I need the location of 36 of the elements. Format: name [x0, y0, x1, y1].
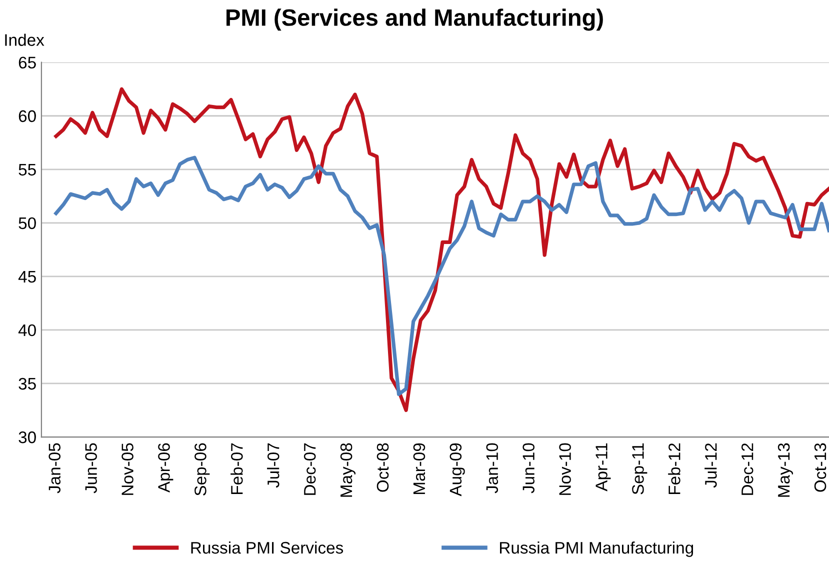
x-tick-label: Nov-05: [122, 443, 134, 495]
x-tick-label: Oct-13: [814, 443, 826, 492]
x-tick-label: Dec-07: [304, 443, 316, 495]
x-tick-label: Jul-07: [267, 443, 280, 488]
x-tick-label: Apr-11: [596, 443, 611, 492]
x-tick-label: May-13: [778, 443, 794, 497]
x-tick-label: May-08: [340, 443, 356, 497]
y-tick-label: 50: [18, 217, 36, 230]
x-tick-label: Oct-08: [376, 443, 389, 492]
x-tick-label: Jun-10: [522, 443, 534, 494]
y-tick-label: 60: [18, 110, 36, 122]
x-tick-label: Dec-12: [741, 443, 754, 495]
line-series: [54, 87, 829, 412]
chart-title: PMI (Services and Manufacturing): [226, 8, 603, 31]
y-tick-label: 35: [18, 378, 36, 390]
x-tick-label: Jan-05: [48, 443, 61, 494]
legend-label: Russia PMI Manufacturing: [500, 541, 694, 557]
x-tick-label: Feb-07: [230, 443, 243, 494]
x-tick-label: Feb-12: [668, 443, 680, 494]
y-tick-label: 55: [18, 164, 36, 176]
x-tick-label: Jan-10: [486, 443, 498, 494]
x-tick-label: Mar-09: [413, 443, 426, 494]
y-tick-label: 65: [18, 56, 36, 69]
x-tick-label: Sep-06: [194, 443, 210, 496]
x-tick-label: Apr-06: [158, 443, 174, 493]
y-tick-label: 40: [18, 324, 36, 336]
y-tick-label: 45: [18, 271, 36, 283]
y-tick-label: 30: [18, 431, 36, 444]
x-tick-label: Sep-11: [632, 443, 648, 494]
legend-label: Russia PMI Services: [191, 541, 344, 554]
line-series: [54, 156, 829, 396]
y-axis-title: Index: [5, 34, 44, 46]
x-tick-label: Aug-09: [450, 443, 465, 496]
x-tick-label: Nov-10: [559, 443, 571, 495]
x-tick-label: Jul-12: [704, 443, 717, 488]
x-tick-label: Jun-05: [85, 443, 97, 494]
